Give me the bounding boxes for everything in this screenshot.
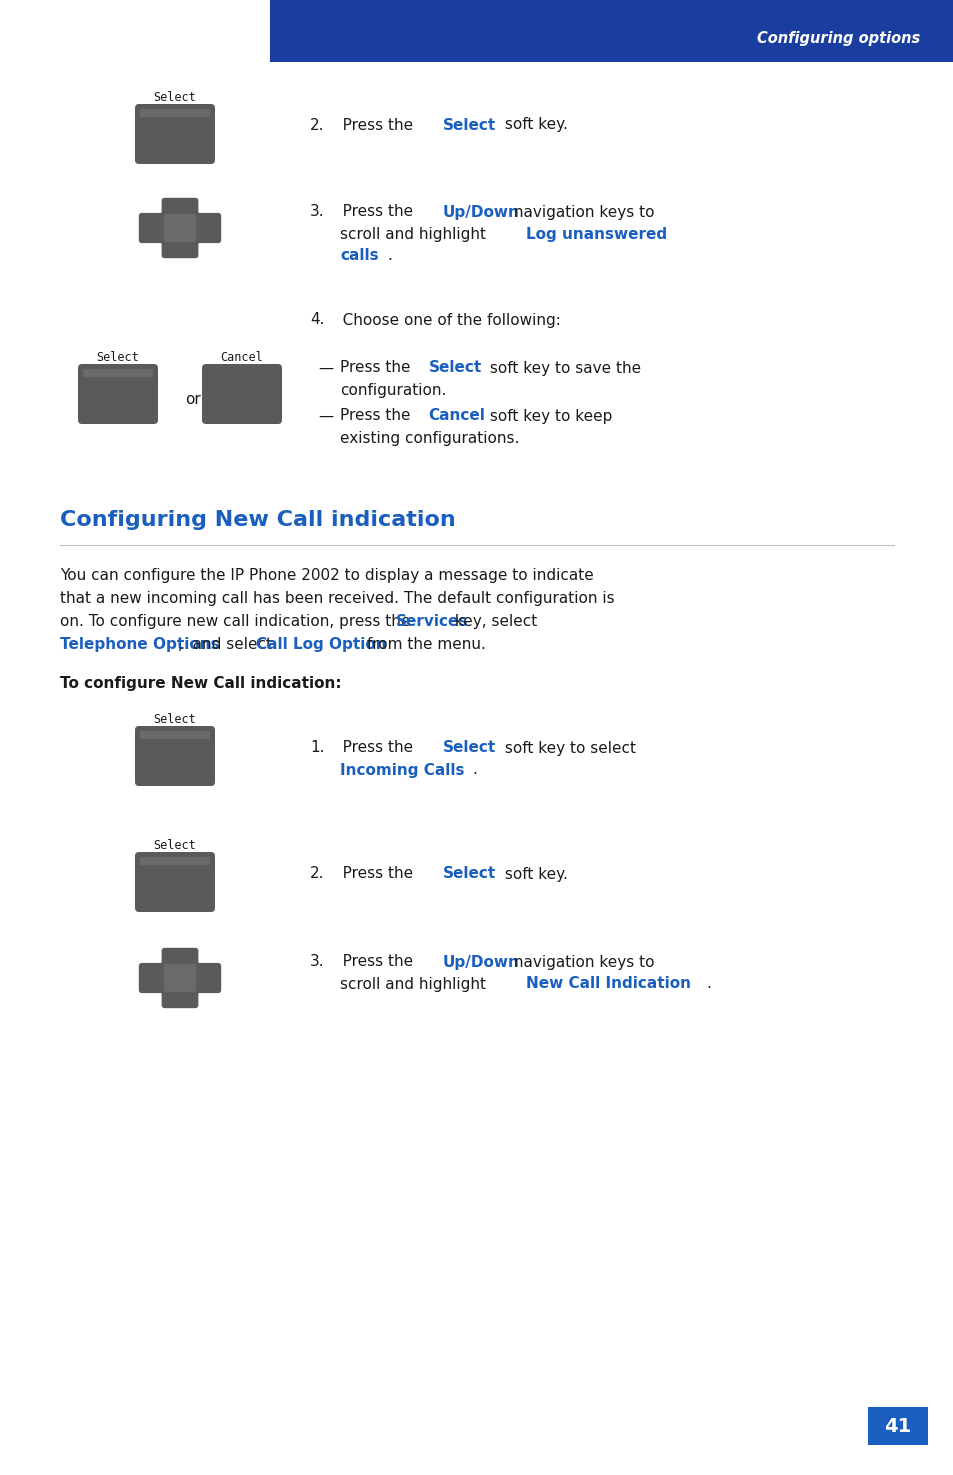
Text: Cancel: Cancel xyxy=(428,409,485,423)
FancyBboxPatch shape xyxy=(184,963,221,993)
Text: Select: Select xyxy=(153,839,196,853)
Text: or: or xyxy=(185,392,201,407)
FancyBboxPatch shape xyxy=(164,963,196,993)
Text: 3.: 3. xyxy=(310,954,324,969)
Text: Call Log Option: Call Log Option xyxy=(255,637,386,652)
Text: key, select: key, select xyxy=(450,614,537,628)
Text: that a new incoming call has been received. The default configuration is: that a new incoming call has been receiv… xyxy=(60,591,614,606)
Text: Press the: Press the xyxy=(328,866,417,882)
FancyBboxPatch shape xyxy=(161,229,198,258)
Text: Select: Select xyxy=(96,351,139,364)
FancyBboxPatch shape xyxy=(140,109,210,117)
Text: from the menu.: from the menu. xyxy=(361,637,485,652)
Text: configuration.: configuration. xyxy=(339,382,446,397)
Text: To configure New Call indication:: To configure New Call indication: xyxy=(60,676,341,690)
FancyBboxPatch shape xyxy=(138,963,175,993)
Text: soft key to save the: soft key to save the xyxy=(485,360,641,376)
FancyBboxPatch shape xyxy=(161,948,198,978)
Text: Choose one of the following:: Choose one of the following: xyxy=(328,313,560,327)
Text: Select: Select xyxy=(153,712,196,726)
Text: Press the: Press the xyxy=(328,118,417,133)
Text: Press the: Press the xyxy=(328,205,417,220)
Text: Select: Select xyxy=(153,91,196,105)
Text: —: — xyxy=(317,409,333,423)
Text: Up/Down: Up/Down xyxy=(442,954,519,969)
Text: —: — xyxy=(317,360,333,376)
Text: 3.: 3. xyxy=(310,205,324,220)
FancyBboxPatch shape xyxy=(202,364,282,423)
FancyBboxPatch shape xyxy=(164,214,196,242)
Text: Cancel: Cancel xyxy=(220,351,263,364)
Text: .: . xyxy=(472,763,477,777)
Text: 2.: 2. xyxy=(310,866,324,882)
Text: Press the: Press the xyxy=(328,740,417,755)
Text: soft key.: soft key. xyxy=(499,866,567,882)
Text: navigation keys to: navigation keys to xyxy=(509,205,654,220)
Text: Select: Select xyxy=(442,740,496,755)
FancyBboxPatch shape xyxy=(140,857,210,864)
Text: Press the: Press the xyxy=(328,954,417,969)
Text: navigation keys to: navigation keys to xyxy=(509,954,654,969)
FancyBboxPatch shape xyxy=(78,364,158,423)
FancyBboxPatch shape xyxy=(184,212,221,243)
FancyBboxPatch shape xyxy=(161,978,198,1009)
Text: You can configure the IP Phone 2002 to display a message to indicate: You can configure the IP Phone 2002 to d… xyxy=(60,568,593,583)
FancyBboxPatch shape xyxy=(135,726,214,786)
Text: .: . xyxy=(387,248,392,264)
Text: calls: calls xyxy=(339,248,378,264)
FancyBboxPatch shape xyxy=(270,0,953,62)
Text: .: . xyxy=(705,976,710,991)
Text: soft key.: soft key. xyxy=(499,118,567,133)
Text: 41: 41 xyxy=(883,1416,911,1435)
Text: scroll and highlight: scroll and highlight xyxy=(339,976,491,991)
Text: Select: Select xyxy=(442,866,496,882)
Text: Select: Select xyxy=(442,118,496,133)
Text: Configuring options: Configuring options xyxy=(756,31,919,46)
FancyBboxPatch shape xyxy=(83,369,152,378)
Text: ,  and select: , and select xyxy=(178,637,276,652)
FancyBboxPatch shape xyxy=(867,1407,927,1446)
Text: Telephone Options: Telephone Options xyxy=(60,637,219,652)
FancyBboxPatch shape xyxy=(135,105,214,164)
Text: on. To configure new call indication, press the: on. To configure new call indication, pr… xyxy=(60,614,415,628)
FancyBboxPatch shape xyxy=(161,198,198,229)
FancyBboxPatch shape xyxy=(135,853,214,912)
Text: Press the: Press the xyxy=(339,360,415,376)
Text: 4.: 4. xyxy=(310,313,324,327)
Text: existing configurations.: existing configurations. xyxy=(339,431,518,445)
Text: scroll and highlight: scroll and highlight xyxy=(339,227,491,242)
Text: Incoming Calls: Incoming Calls xyxy=(339,763,464,777)
Text: Services: Services xyxy=(395,614,468,628)
Text: soft key to keep: soft key to keep xyxy=(485,409,612,423)
Text: New Call Indication: New Call Indication xyxy=(525,976,690,991)
Text: 1.: 1. xyxy=(310,740,324,755)
FancyBboxPatch shape xyxy=(140,732,210,739)
Text: Log unanswered: Log unanswered xyxy=(525,227,666,242)
Text: Select: Select xyxy=(428,360,481,376)
Text: Configuring New Call indication: Configuring New Call indication xyxy=(60,510,456,530)
Text: soft key to select: soft key to select xyxy=(499,740,635,755)
FancyBboxPatch shape xyxy=(138,212,175,243)
Text: 2.: 2. xyxy=(310,118,324,133)
Text: Up/Down: Up/Down xyxy=(442,205,519,220)
Text: Press the: Press the xyxy=(339,409,415,423)
